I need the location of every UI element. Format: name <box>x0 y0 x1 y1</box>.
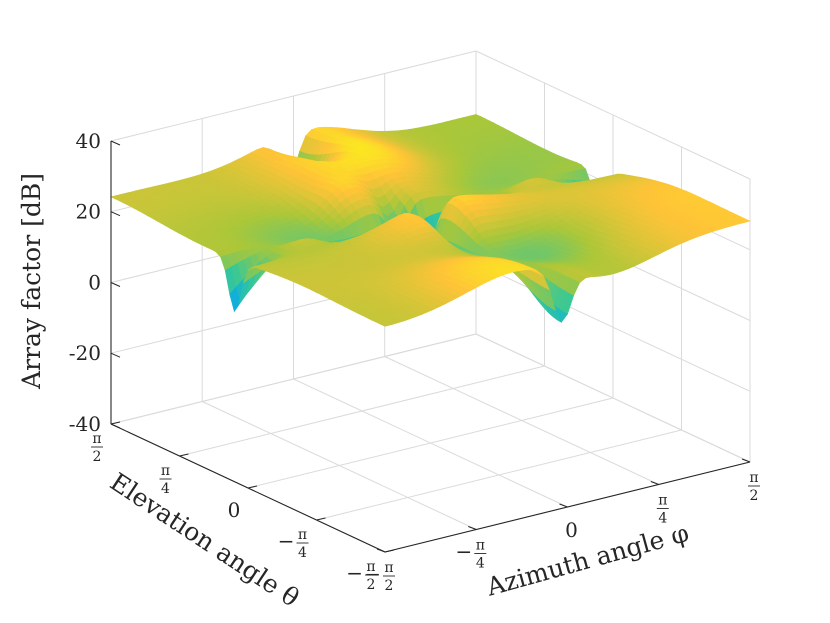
surface-patch <box>379 322 392 327</box>
tick-label-numerator: π <box>749 470 758 486</box>
tick-label-numerator: π <box>92 431 101 447</box>
z-tick-label: 0 <box>88 271 101 295</box>
z-tick-mark <box>110 211 121 217</box>
side-wall-grid-line <box>475 262 751 392</box>
y-tick-label: − π 2 <box>346 559 377 593</box>
x-tick-mark <box>650 481 659 485</box>
floor-grid-line <box>247 397 614 489</box>
surface-mesh <box>110 114 751 327</box>
z-tick-label: -40 <box>69 412 101 436</box>
z-tick-mark <box>110 352 121 358</box>
x-tick-mark <box>741 458 751 463</box>
tick-label-sign: − <box>278 529 295 553</box>
tick-label-denominator: 4 <box>476 556 485 572</box>
tick-label-numerator: π <box>366 559 375 575</box>
x-tick-label: π4 <box>656 493 669 527</box>
tick-label-text: 0 <box>565 518 578 542</box>
tick-label-text: 0 <box>228 498 241 522</box>
tick-label-denominator: 4 <box>658 511 667 527</box>
back-wall-grid-line <box>110 333 477 425</box>
x-tick-mark <box>559 503 568 508</box>
z-axis-label: Array factor [dB] <box>17 173 46 390</box>
y-tick-mark <box>110 421 121 425</box>
z-tick-mark <box>110 282 121 287</box>
tick-label-numerator: π <box>476 538 485 554</box>
x-tick-mark <box>376 548 386 553</box>
z-tick-mark <box>110 423 121 429</box>
z-tick-mark <box>110 140 121 146</box>
z-tick-label: 20 <box>76 200 101 224</box>
y-tick-label: − π 4 <box>278 527 309 561</box>
tick-label-sign: − <box>346 561 363 585</box>
y-tick-label: π2 <box>91 431 103 465</box>
y-tick-label: 0 <box>228 498 241 522</box>
x-tick-label: 0 <box>565 518 578 542</box>
x-tick-label: − π 4 <box>456 538 487 572</box>
tick-label-denominator: 2 <box>750 488 759 504</box>
y-tick-mark <box>316 517 326 521</box>
tick-label-denominator: 2 <box>93 449 102 465</box>
y-tick-label: π4 <box>159 463 172 497</box>
tick-label-numerator: π <box>298 527 307 543</box>
back-wall-grid-line <box>110 50 477 142</box>
tick-label-numerator: π <box>161 463 170 479</box>
tick-label-sign: − <box>364 562 381 586</box>
side-wall-grid-line <box>475 50 751 180</box>
tick-label-sign: − <box>456 540 473 564</box>
z-tick-label: -20 <box>69 341 101 365</box>
x-tick-label: π2 <box>748 470 760 504</box>
tick-label-denominator: 4 <box>161 481 170 497</box>
x-axis-label: Azimuth angle φ <box>482 518 692 602</box>
side-wall-grid-line <box>475 333 751 463</box>
floor-grid-line <box>316 429 682 521</box>
tick-label-denominator: 2 <box>385 578 394 594</box>
tick-label-numerator: π <box>658 493 667 509</box>
y-tick-mark <box>247 485 258 489</box>
tick-label-numerator: π <box>384 560 393 576</box>
y-tick-mark <box>179 453 189 457</box>
floor-grid-line <box>179 365 545 457</box>
z-tick-label: 40 <box>76 129 101 153</box>
tick-label-denominator: 4 <box>298 545 307 561</box>
x-tick-mark <box>468 526 477 530</box>
y-tick-mark <box>384 549 395 553</box>
tick-label-denominator: 2 <box>367 577 376 593</box>
x-tick-label: − π2 <box>364 560 395 594</box>
